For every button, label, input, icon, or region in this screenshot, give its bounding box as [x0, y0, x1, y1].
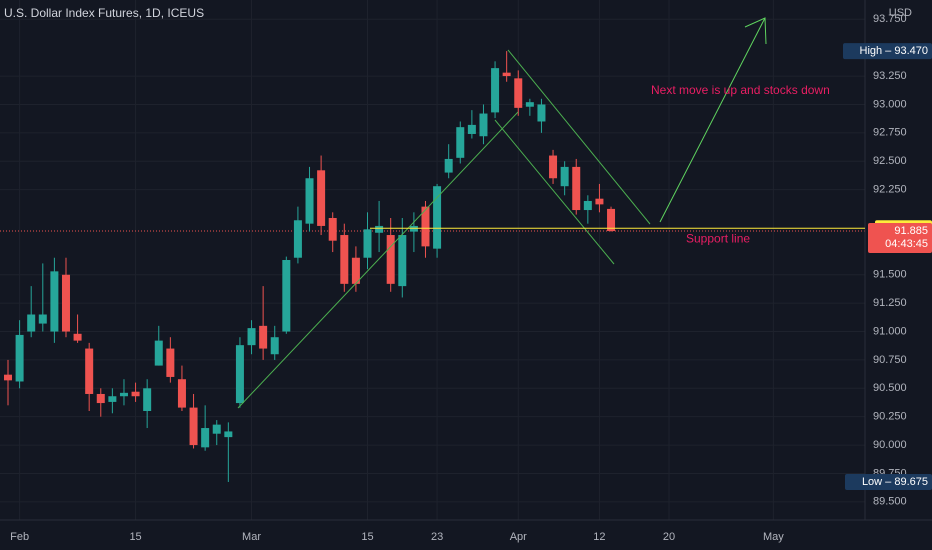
y-tick-label: 90.000: [873, 439, 907, 451]
candle-body: [73, 333, 82, 341]
candle-body: [491, 68, 500, 113]
y-tick-label: 93.250: [873, 70, 907, 82]
candle-body: [317, 170, 326, 226]
y-tick-label: 91.500: [873, 269, 907, 281]
candle-body: [444, 158, 453, 173]
arrow-line: [659, 17, 766, 223]
candle-body: [108, 396, 117, 402]
low-label: Low – 89.675: [862, 476, 928, 488]
candle-body: [328, 217, 337, 241]
candle-body: [479, 113, 488, 137]
candle-body: [409, 225, 418, 232]
x-tick-label: Apr: [510, 531, 527, 543]
candle-body: [282, 260, 291, 332]
candle-body: [456, 127, 465, 158]
y-tick-label: 91.000: [873, 325, 907, 337]
y-tick-label: 92.750: [873, 127, 907, 139]
candle-body: [119, 392, 128, 397]
candle-body: [433, 186, 442, 249]
last-price-label: 91.885: [894, 225, 928, 237]
high-label: High – 93.470: [860, 45, 929, 57]
high-label-box: [843, 43, 932, 60]
candle-body: [154, 340, 163, 366]
x-tick-label: May: [763, 531, 784, 543]
candle-body: [363, 229, 372, 258]
candle-body: [375, 225, 384, 233]
candle-body: [212, 424, 221, 434]
drawings: [237, 17, 767, 409]
candle-body: [293, 220, 302, 258]
last-price-label-box: [868, 223, 932, 254]
candle-body: [50, 271, 59, 332]
y-tick-label: 92.500: [873, 155, 907, 167]
candle-body: [85, 348, 94, 394]
x-tick-label: 15: [129, 531, 141, 543]
candle-body: [259, 325, 268, 349]
x-tick-label: 15: [361, 531, 373, 543]
candle-body: [96, 393, 105, 404]
axes: 89.50089.75090.00090.25090.50090.75091.0…: [10, 13, 907, 543]
candle-body: [189, 407, 198, 446]
candle-body: [61, 274, 70, 332]
channel-line: [507, 49, 651, 225]
candle-body: [201, 428, 210, 448]
low-label-box: [845, 473, 932, 490]
candle-body: [549, 155, 558, 179]
currency: USD: [889, 7, 912, 19]
candle-body: [467, 124, 476, 134]
y-tick-label: 90.500: [873, 382, 907, 394]
candle-body: [525, 102, 534, 107]
candle-body: [386, 235, 395, 284]
x-tick-label: Mar: [242, 531, 261, 543]
candle-body: [305, 178, 314, 224]
candle-body: [15, 334, 24, 382]
trend-line: [237, 111, 519, 409]
grid: [0, 0, 865, 520]
x-tick-label: 23: [431, 531, 443, 543]
x-tick-label: 20: [663, 531, 675, 543]
channel-line: [494, 119, 615, 265]
candle-body: [224, 431, 233, 438]
candle-body: [607, 208, 616, 232]
candle-body: [421, 206, 430, 247]
chart-title: U.S. Dollar Index Futures, 1D, ICEUS: [4, 6, 204, 20]
y-tick-label: 89.500: [873, 496, 907, 508]
x-tick-label: 12: [593, 531, 605, 543]
candle-body: [583, 200, 592, 211]
candles: [4, 51, 616, 482]
candle-body: [177, 379, 186, 408]
candle-body: [340, 235, 349, 284]
candle-body: [166, 348, 175, 377]
candle-body: [514, 78, 523, 108]
candle-body: [38, 314, 47, 324]
y-tick-label: 93.750: [873, 13, 907, 25]
candle-body: [247, 328, 256, 346]
candle-body: [235, 345, 244, 404]
candle-body: [572, 166, 581, 211]
candle-body: [4, 374, 13, 381]
candle-body: [537, 104, 546, 122]
annotation: Support line: [686, 231, 750, 245]
y-tick-label: 93.000: [873, 98, 907, 110]
y-tick-label: 90.250: [873, 411, 907, 423]
last-price-label-countdown: 04:43:45: [885, 238, 928, 250]
candle-body: [595, 198, 604, 205]
candle-body: [502, 72, 511, 77]
candle-body: [560, 166, 569, 187]
candle-body: [27, 314, 36, 332]
annotation: Next move is up and stocks down: [651, 83, 830, 97]
y-tick-label: 91.250: [873, 297, 907, 309]
y-tick-label: 92.250: [873, 184, 907, 196]
candle-body: [143, 388, 152, 412]
y-tick-label: 90.750: [873, 354, 907, 366]
arrow-head: [744, 17, 767, 45]
candle-body: [398, 235, 407, 287]
x-tick-label: Feb: [10, 531, 29, 543]
candle-body: [351, 257, 360, 284]
candle-body: [270, 337, 279, 355]
candle-body: [131, 391, 140, 397]
